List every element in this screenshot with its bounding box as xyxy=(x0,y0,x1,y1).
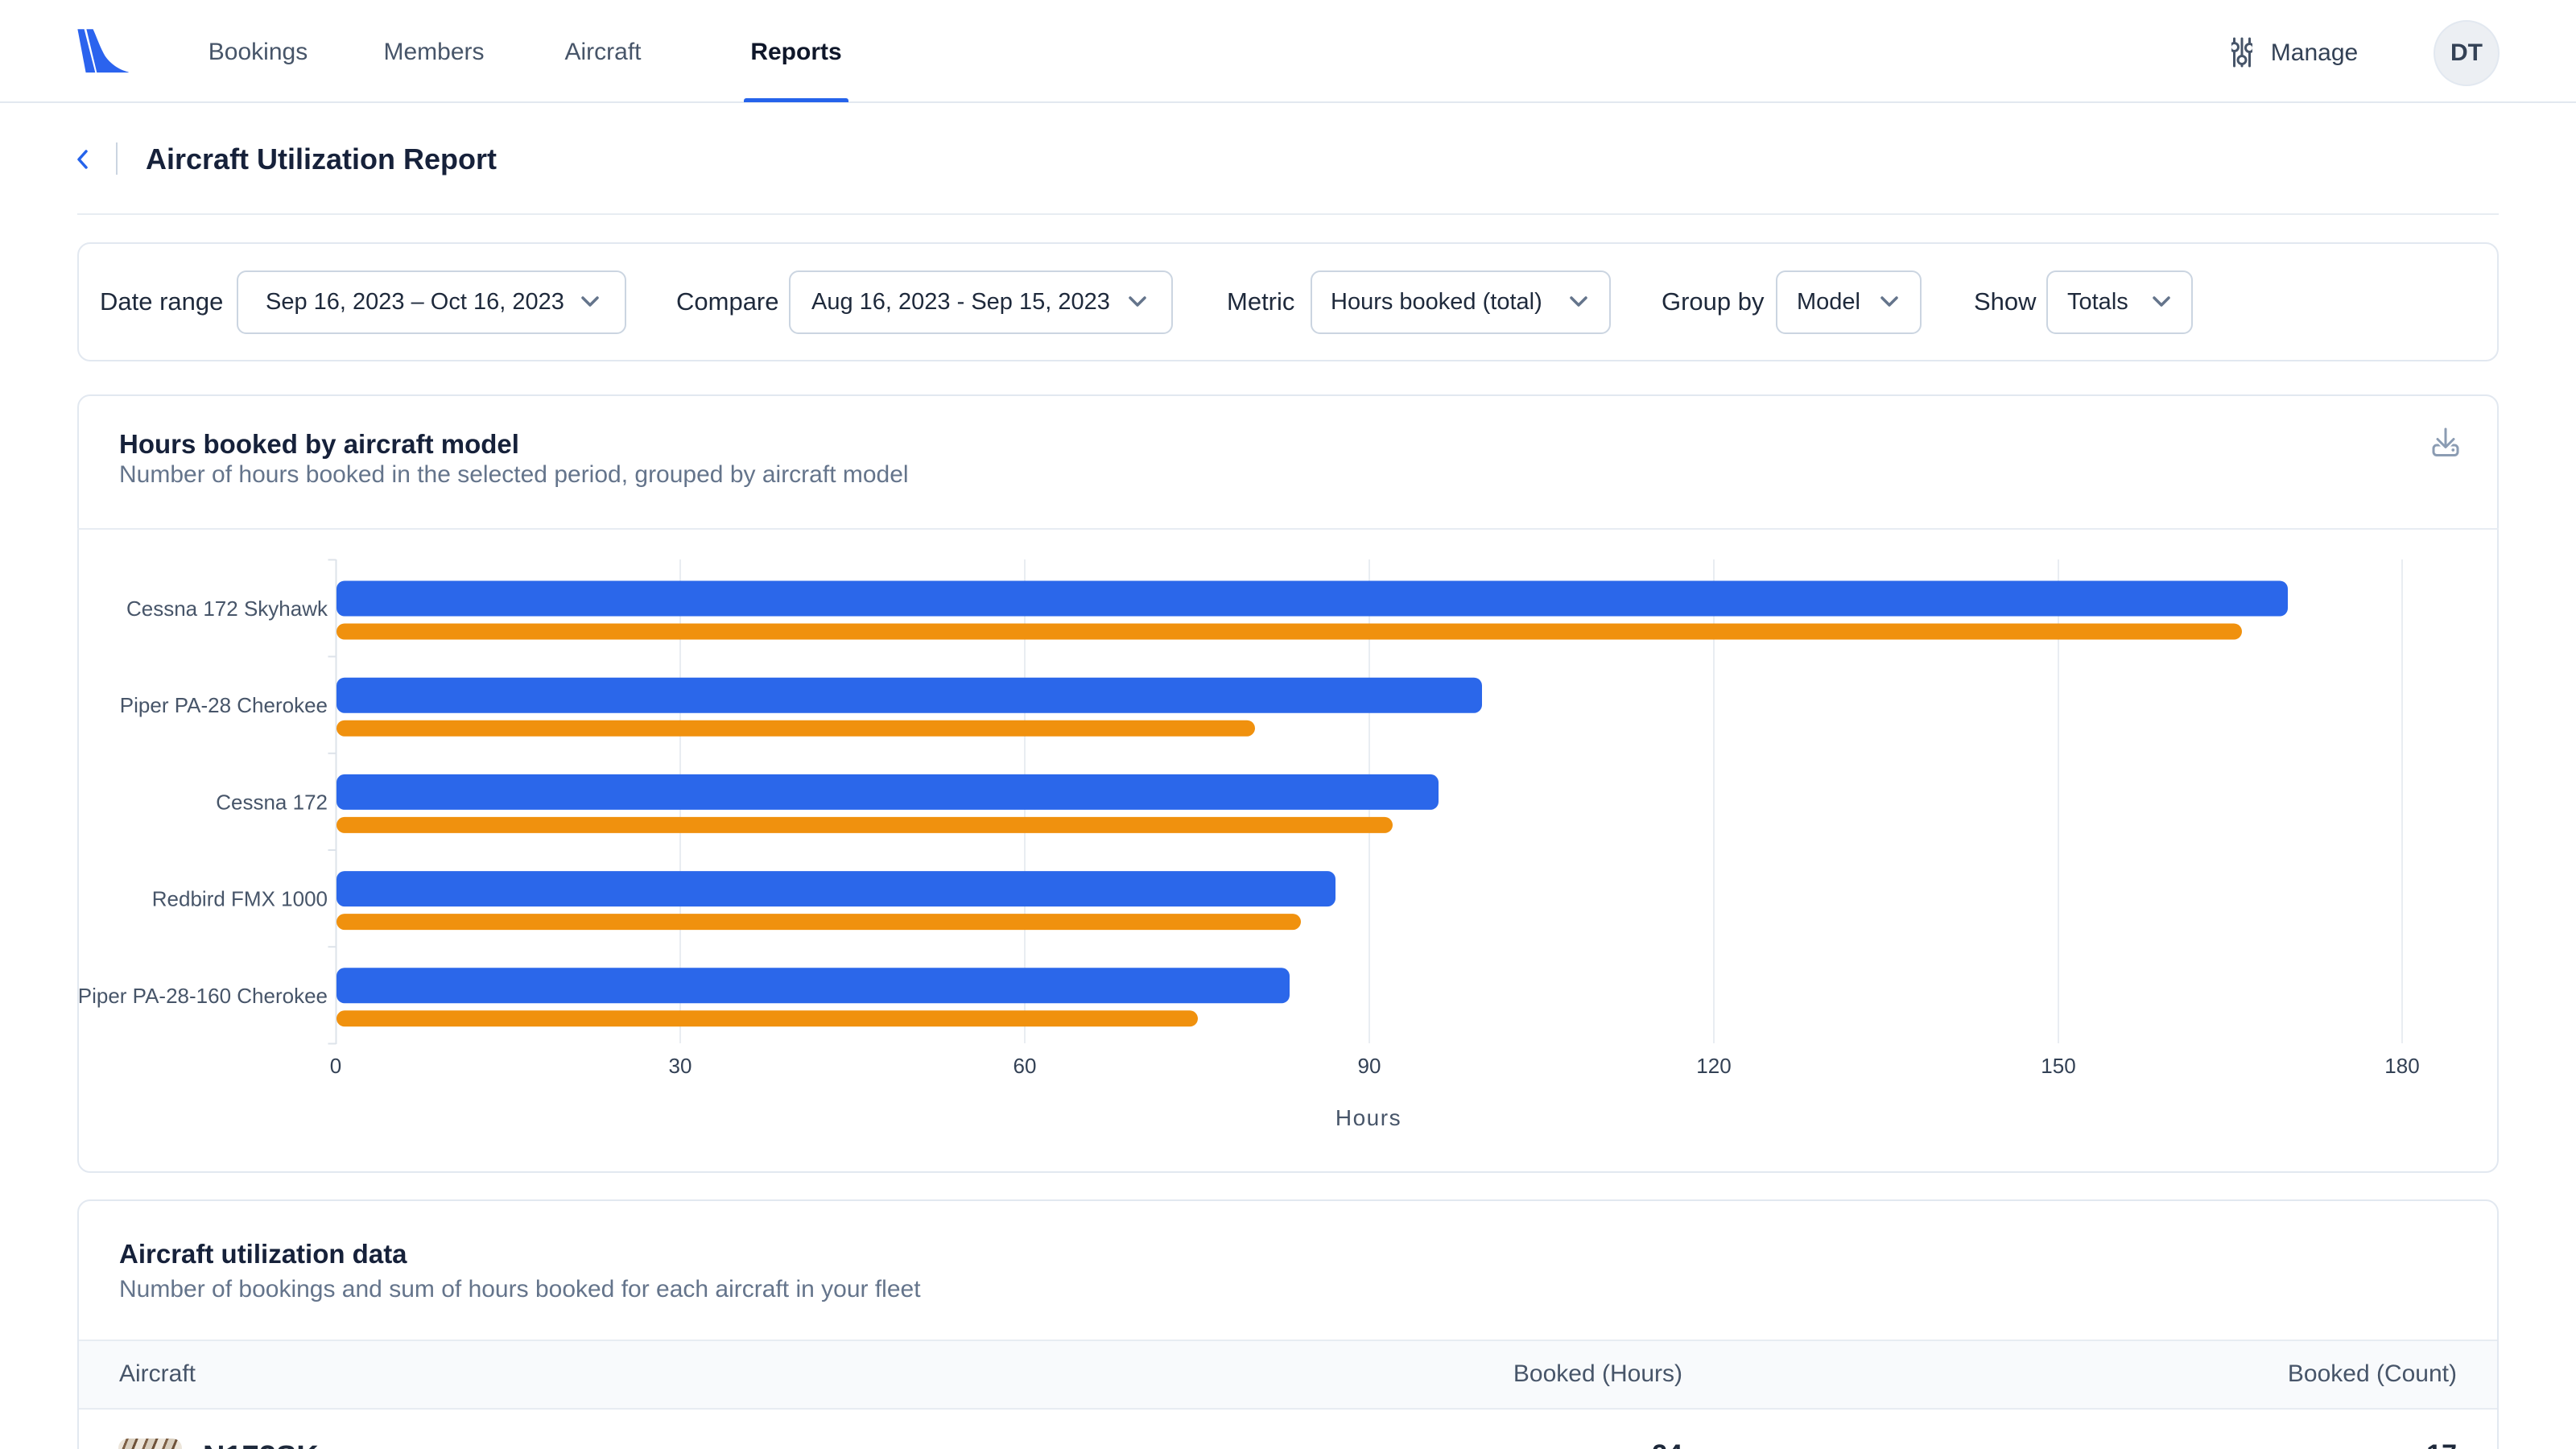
svg-text:Cessna 172 Skyhawk: Cessna 172 Skyhawk xyxy=(126,597,328,621)
svg-text:180: 180 xyxy=(2384,1054,2419,1078)
svg-text:Hours: Hours xyxy=(1335,1105,1402,1130)
svg-text:Redbird FMX 1000: Redbird FMX 1000 xyxy=(152,887,328,911)
svg-text:Piper PA-28 Cherokee: Piper PA-28 Cherokee xyxy=(120,693,328,717)
svg-text:Piper PA-28-160 Cherokee: Piper PA-28-160 Cherokee xyxy=(78,984,328,1008)
svg-text:120: 120 xyxy=(1696,1054,1731,1078)
svg-text:150: 150 xyxy=(2041,1054,2075,1078)
svg-text:60: 60 xyxy=(1013,1054,1037,1078)
svg-text:0: 0 xyxy=(330,1054,341,1078)
svg-text:90: 90 xyxy=(1358,1054,1381,1078)
svg-text:30: 30 xyxy=(669,1054,692,1078)
svg-text:Cessna 172: Cessna 172 xyxy=(216,790,328,814)
